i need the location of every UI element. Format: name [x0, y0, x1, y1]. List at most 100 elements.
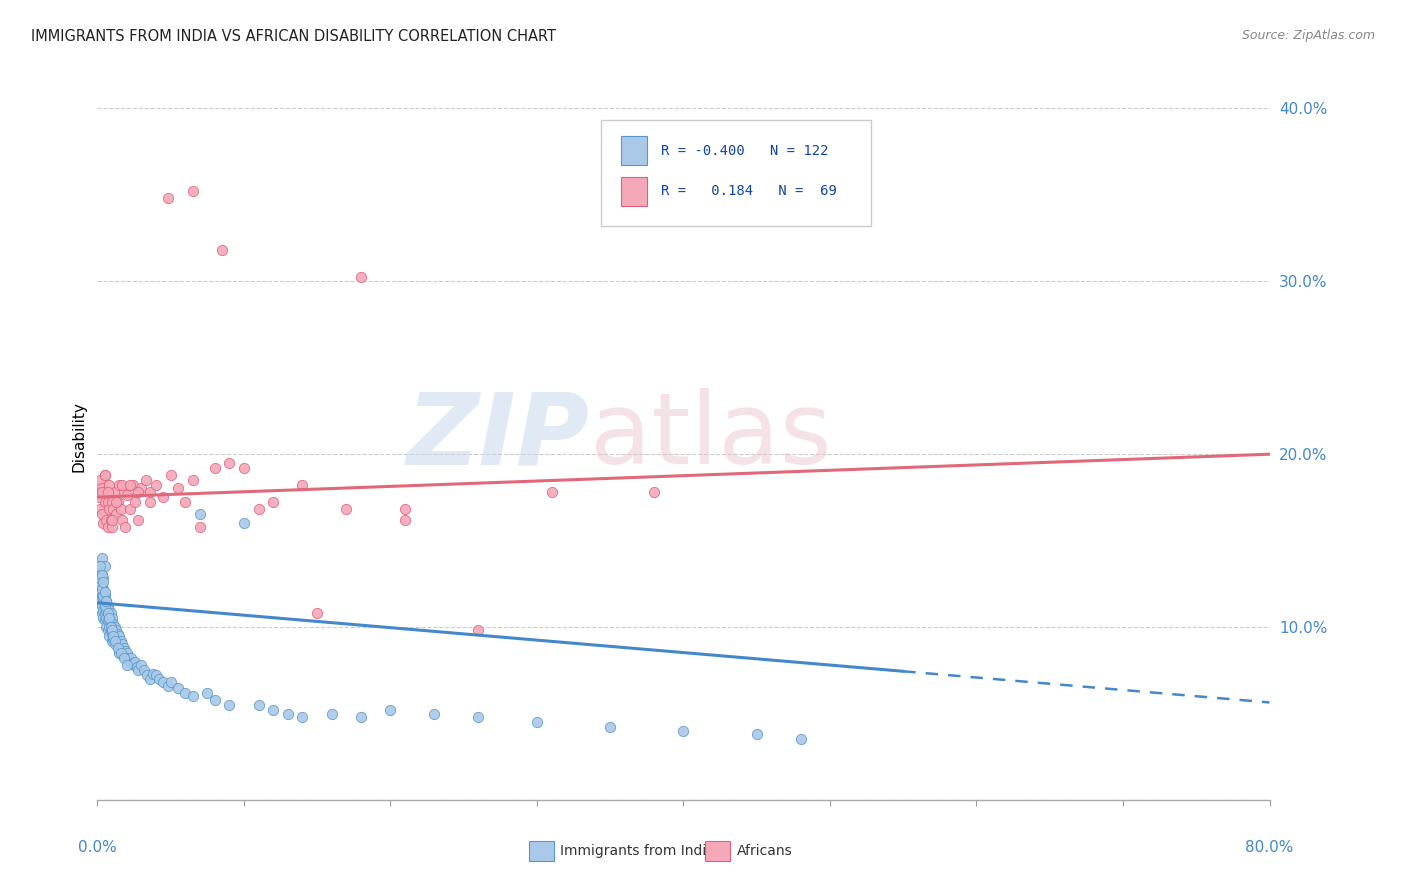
Point: [89, 572, 111, 586]
Point: [117, 651, 139, 665]
Point: [97, 606, 120, 620]
Point: [89, 594, 111, 608]
Point: [135, 473, 157, 487]
Point: [152, 490, 174, 504]
Point: [139, 484, 162, 499]
Point: [110, 502, 132, 516]
Point: [93, 599, 115, 614]
Point: [159, 467, 181, 482]
Point: [90, 606, 112, 620]
Point: [91, 484, 114, 499]
Point: [115, 488, 138, 502]
Point: [599, 720, 621, 734]
Point: [167, 681, 190, 695]
Point: [91, 516, 114, 530]
Text: R = -0.400   N = 122: R = -0.400 N = 122: [661, 144, 828, 158]
Point: [120, 651, 142, 665]
Text: IMMIGRANTS FROM INDIA VS AFRICAN DISABILITY CORRELATION CHART: IMMIGRANTS FROM INDIA VS AFRICAN DISABIL…: [31, 29, 555, 44]
Point: [98, 620, 121, 634]
Point: [103, 625, 125, 640]
Point: [91, 582, 114, 596]
Point: [94, 594, 117, 608]
Point: [90, 508, 112, 522]
Point: [90, 484, 112, 499]
Point: [204, 692, 226, 706]
Point: [90, 589, 112, 603]
Point: [87, 576, 110, 591]
Point: [139, 495, 162, 509]
Point: [93, 467, 115, 482]
Point: [91, 592, 114, 607]
Point: [90, 599, 112, 614]
Y-axis label: Disability: Disability: [72, 401, 86, 472]
Point: [101, 633, 124, 648]
Point: [89, 572, 111, 586]
Text: ZIP: ZIP: [406, 388, 589, 485]
Point: [97, 599, 120, 614]
Point: [93, 613, 115, 627]
Point: [90, 568, 112, 582]
Point: [107, 627, 129, 641]
Point: [94, 602, 117, 616]
Point: [94, 611, 117, 625]
Point: [136, 668, 159, 682]
Point: [101, 624, 124, 638]
Point: [156, 679, 179, 693]
Point: [100, 513, 122, 527]
Point: [93, 495, 115, 509]
Point: [115, 658, 138, 673]
Point: [100, 624, 122, 638]
Point: [122, 658, 145, 673]
Point: [104, 637, 127, 651]
Point: [127, 484, 149, 499]
Point: [105, 632, 128, 646]
Point: [93, 589, 115, 603]
Point: [174, 686, 197, 700]
Point: [111, 646, 134, 660]
Point: [232, 516, 254, 530]
Point: [97, 484, 120, 499]
Point: [672, 723, 695, 738]
Point: [145, 478, 167, 492]
Point: [100, 488, 122, 502]
Point: [101, 620, 124, 634]
Point: [104, 633, 127, 648]
Point: [90, 582, 112, 596]
Point: [93, 599, 115, 614]
Point: [643, 484, 665, 499]
Point: [93, 606, 115, 620]
Point: [118, 478, 141, 492]
Point: [89, 585, 111, 599]
Point: [105, 624, 128, 638]
Point: [112, 649, 135, 664]
Point: [262, 495, 284, 509]
Point: [87, 576, 110, 591]
Point: [100, 615, 122, 629]
Point: [127, 513, 149, 527]
Point: [100, 620, 122, 634]
Point: [380, 703, 402, 717]
Point: [97, 624, 120, 638]
Text: atlas: atlas: [589, 388, 831, 485]
Point: [89, 559, 111, 574]
Point: [277, 706, 299, 721]
Point: [232, 460, 254, 475]
Point: [90, 576, 112, 591]
Text: Source: ZipAtlas.com: Source: ZipAtlas.com: [1241, 29, 1375, 42]
Point: [111, 637, 134, 651]
Point: [121, 478, 143, 492]
Point: [139, 672, 162, 686]
Point: [108, 629, 131, 643]
FancyBboxPatch shape: [602, 120, 870, 226]
Point: [101, 611, 124, 625]
Point: [540, 484, 562, 499]
Point: [350, 270, 373, 285]
Point: [97, 606, 120, 620]
Point: [114, 644, 136, 658]
Point: [87, 490, 110, 504]
Point: [114, 519, 136, 533]
Point: [110, 646, 132, 660]
Point: [91, 574, 114, 589]
Point: [148, 672, 170, 686]
Point: [121, 657, 143, 671]
